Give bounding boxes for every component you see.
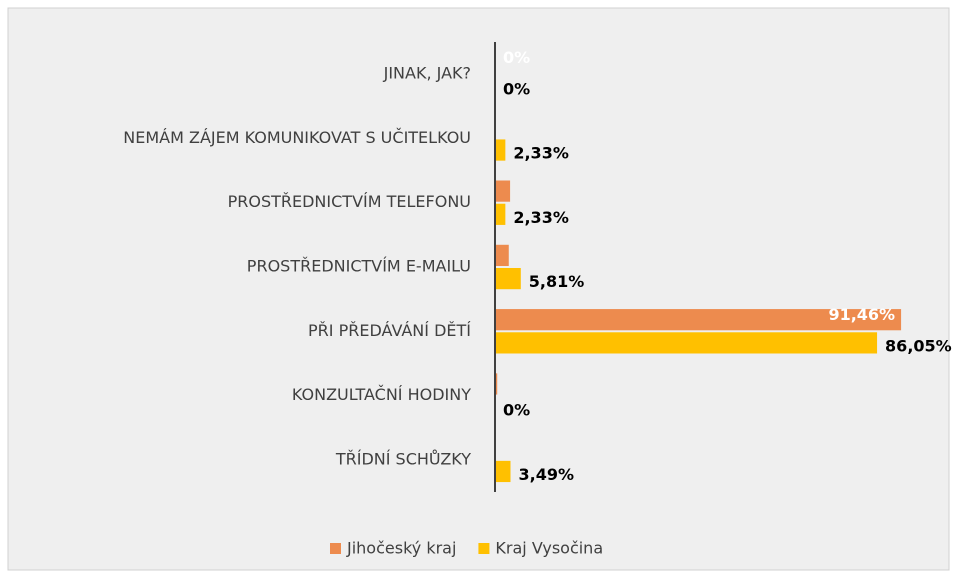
value-label: 0%: [503, 48, 530, 67]
value-label: 91,46%: [828, 305, 895, 324]
bar: [495, 139, 506, 161]
legend-label: Jihočeský kraj: [346, 539, 456, 558]
bar: [495, 203, 506, 225]
chart-background: [7, 7, 950, 571]
value-label: 2,33%: [513, 144, 569, 163]
bar: [495, 268, 521, 290]
category-label: NEMÁM ZÁJEM KOMUNIKOVAT S UČITELKOU: [123, 128, 471, 147]
bar: [495, 180, 511, 202]
bar: [495, 460, 511, 483]
legend-swatch: [330, 543, 341, 554]
category-label: PROSTŘEDNICTVÍM E-MAILU: [247, 257, 471, 276]
category-label: JINAK, JAK?: [383, 64, 471, 83]
bar: [495, 309, 902, 331]
value-label: 5,81%: [529, 272, 585, 291]
legend-label: Kraj Vysočina: [495, 539, 603, 558]
bar: [495, 244, 509, 266]
bar: [495, 332, 878, 354]
value-label: 2,33%: [513, 208, 569, 227]
value-label: 86,05%: [885, 336, 952, 355]
legend-swatch: [478, 543, 490, 554]
category-label: PROSTŘEDNICTVÍM TELEFONU: [228, 192, 471, 211]
value-label: 0%: [503, 79, 530, 98]
value-label: 0%: [503, 401, 530, 420]
category-label: KONZULTAČNÍ HODINY: [292, 385, 471, 404]
category-label: PŘI PŘEDÁVÁNÍ DĚTÍ: [308, 321, 471, 340]
bar: [495, 373, 498, 395]
category-label: TŘÍDNÍ SCHŮZKY: [335, 449, 471, 468]
value-label: 3,49%: [518, 465, 574, 484]
